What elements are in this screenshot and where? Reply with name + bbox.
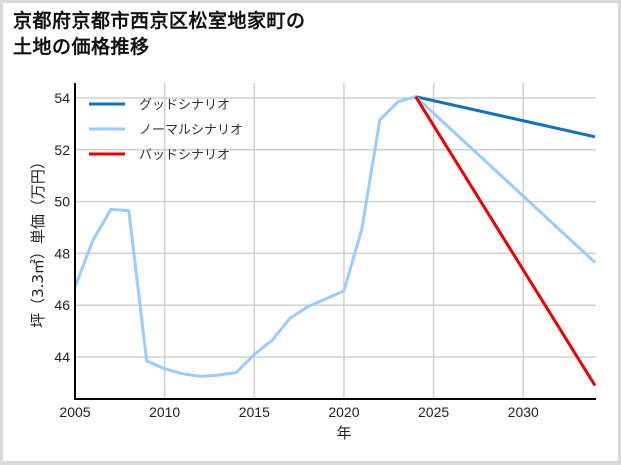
x-tick-label: 2020 (328, 404, 359, 420)
x-tick-label: 2025 (418, 404, 449, 420)
chart-card (3, 3, 618, 461)
y-tick-label: 44 (54, 349, 70, 365)
x-tick-label: 2005 (59, 404, 90, 420)
y-tick-label: 50 (54, 194, 70, 210)
y-tick-label: 46 (54, 297, 70, 313)
x-tick-label: 2010 (149, 404, 180, 420)
legend-label: バッドシナリオ (139, 148, 230, 163)
y-tick-label: 54 (54, 90, 70, 106)
y-tick-label: 48 (54, 245, 70, 261)
x-tick-label: 2030 (508, 404, 539, 420)
legend-label: ノーマルシナリオ (139, 123, 243, 138)
series-line-1 (75, 95, 596, 378)
y-tick-label: 52 (54, 142, 70, 158)
x-axis-label: 年 (336, 424, 351, 442)
legend-label: グッドシナリオ (139, 98, 230, 113)
series-line-2 (414, 95, 596, 387)
title-line-2: 土地の価格推移 (13, 36, 150, 58)
series-line-0 (415, 95, 596, 139)
chart-title: 京都府京都市西京区松室地家町の 土地の価格推移 (13, 8, 306, 60)
y-axis-label: 坪（3.3㎡）単価（万円） (29, 154, 47, 328)
x-tick-label: 2015 (239, 404, 270, 420)
title-line-1: 京都府京都市西京区松室地家町の (13, 10, 306, 32)
